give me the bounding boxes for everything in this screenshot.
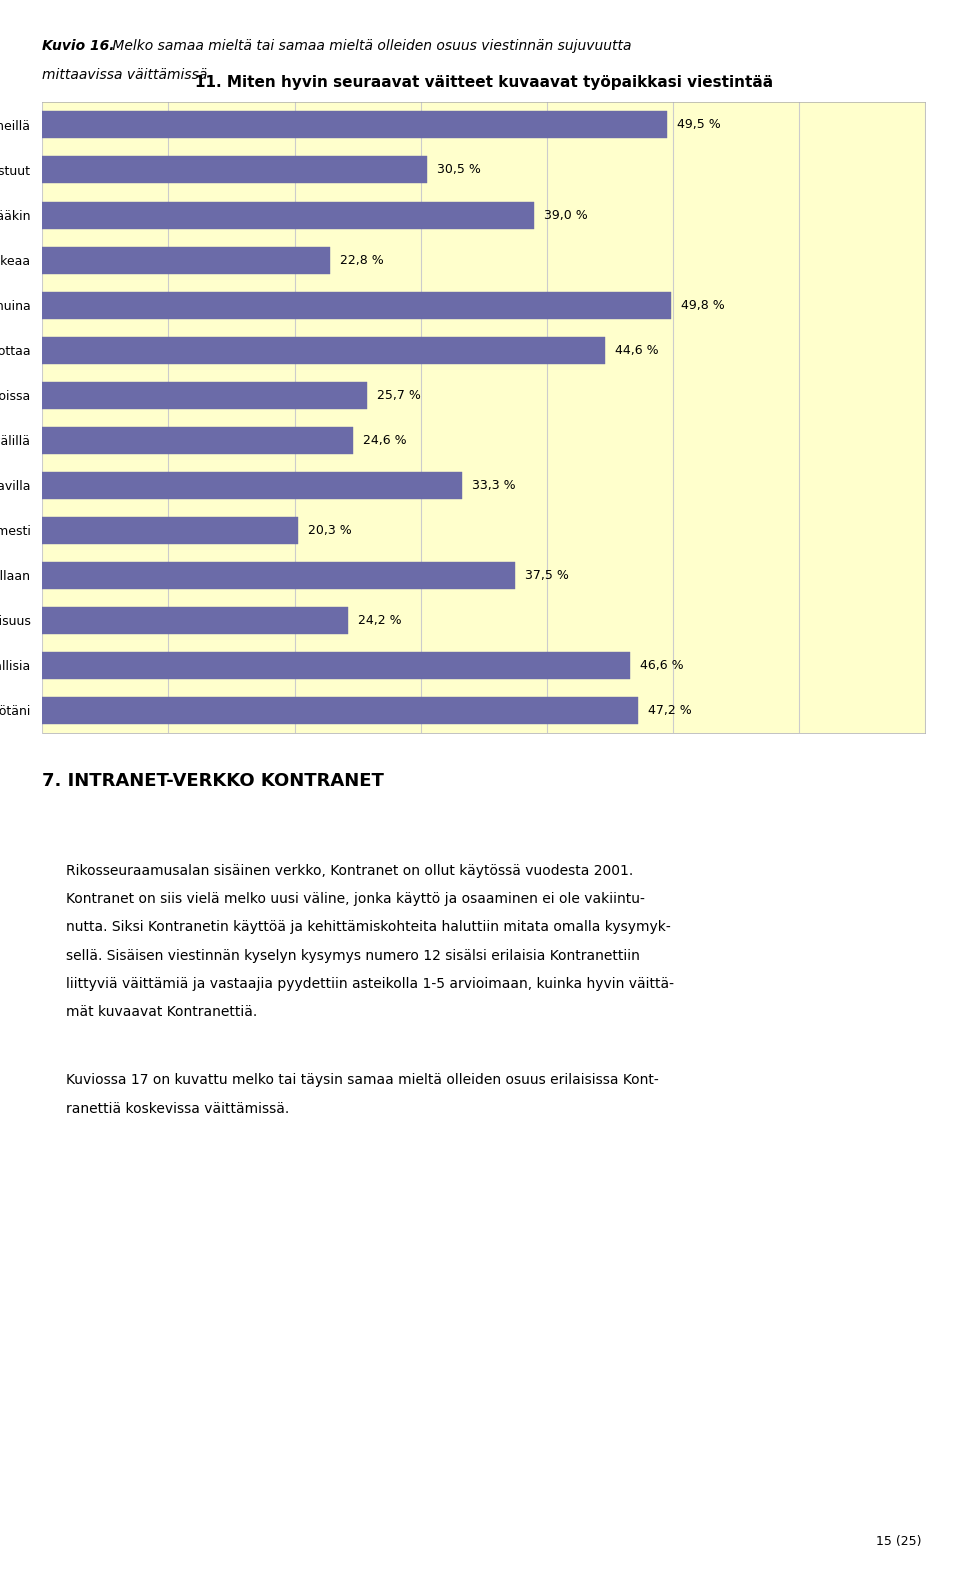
Bar xyxy=(42,607,348,634)
Text: sellä. Sisäisen viestinnän kyselyn kysymys numero 12 sisälsi erilaisia Kontranet: sellä. Sisäisen viestinnän kyselyn kysym… xyxy=(66,949,640,963)
Bar xyxy=(42,337,605,364)
Bar xyxy=(42,471,463,498)
Text: Kuvio 16.: Kuvio 16. xyxy=(42,39,115,54)
Text: 49,8 %: 49,8 % xyxy=(681,298,725,312)
Text: 7. INTRANET-VERKKO KONTRANET: 7. INTRANET-VERKKO KONTRANET xyxy=(42,772,384,790)
Bar xyxy=(42,381,367,408)
Text: 20,3 %: 20,3 % xyxy=(308,523,352,537)
Bar xyxy=(42,561,516,589)
Bar xyxy=(42,652,630,679)
Text: 39,0 %: 39,0 % xyxy=(544,208,588,222)
Text: Rikosseuraamusalan sisäinen verkko, Kontranet on ollut käytössä vuodesta 2001.: Rikosseuraamusalan sisäinen verkko, Kont… xyxy=(66,864,634,878)
Text: 30,5 %: 30,5 % xyxy=(437,164,481,177)
Text: Melko samaa mieltä tai samaa mieltä olleiden osuus viestinnän sujuvuutta: Melko samaa mieltä tai samaa mieltä olle… xyxy=(108,39,631,54)
Bar xyxy=(42,292,671,318)
Text: 22,8 %: 22,8 % xyxy=(340,254,384,266)
Bar xyxy=(42,156,427,183)
Text: 37,5 %: 37,5 % xyxy=(525,569,569,582)
Text: ranettiä koskevissa väittämissä.: ranettiä koskevissa väittämissä. xyxy=(66,1102,290,1116)
Bar xyxy=(42,517,299,544)
Text: 24,6 %: 24,6 % xyxy=(363,433,406,446)
Text: 33,3 %: 33,3 % xyxy=(472,479,516,492)
Text: 44,6 %: 44,6 % xyxy=(615,344,659,356)
Bar xyxy=(42,112,667,139)
Bar xyxy=(42,202,535,229)
Text: 47,2 %: 47,2 % xyxy=(648,704,691,717)
Bar xyxy=(42,697,637,723)
Text: 46,6 %: 46,6 % xyxy=(640,659,684,671)
Text: Kontranet on siis vielä melko uusi väline, jonka käyttö ja osaaminen ei ole vaki: Kontranet on siis vielä melko uusi välin… xyxy=(66,892,645,906)
Text: 24,2 %: 24,2 % xyxy=(358,613,401,627)
Text: 25,7 %: 25,7 % xyxy=(376,389,420,402)
Text: nutta. Siksi Kontranetin käyttöä ja kehittämiskohteita haluttiin mitata omalla k: nutta. Siksi Kontranetin käyttöä ja kehi… xyxy=(66,920,671,935)
Bar xyxy=(42,246,330,274)
Text: 49,5 %: 49,5 % xyxy=(677,118,721,131)
Bar xyxy=(42,427,352,454)
Text: mittaavissa väittämissä: mittaavissa väittämissä xyxy=(42,68,207,82)
Text: 11. Miten hyvin seuraavat väitteet kuvaavat työpaikkasi viestintää: 11. Miten hyvin seuraavat väitteet kuvaa… xyxy=(195,74,773,90)
Text: 15 (25): 15 (25) xyxy=(876,1535,922,1548)
Text: liittyviä väittämiä ja vastaajia pyydettiin asteikolla 1-5 arvioimaan, kuinka hy: liittyviä väittämiä ja vastaajia pyydett… xyxy=(66,977,674,991)
Text: mät kuvaavat Kontranettiä.: mät kuvaavat Kontranettiä. xyxy=(66,1005,257,1020)
Text: Kuviossa 17 on kuvattu melko tai täysin samaa mieltä olleiden osuus erilaisissa : Kuviossa 17 on kuvattu melko tai täysin … xyxy=(66,1073,659,1087)
